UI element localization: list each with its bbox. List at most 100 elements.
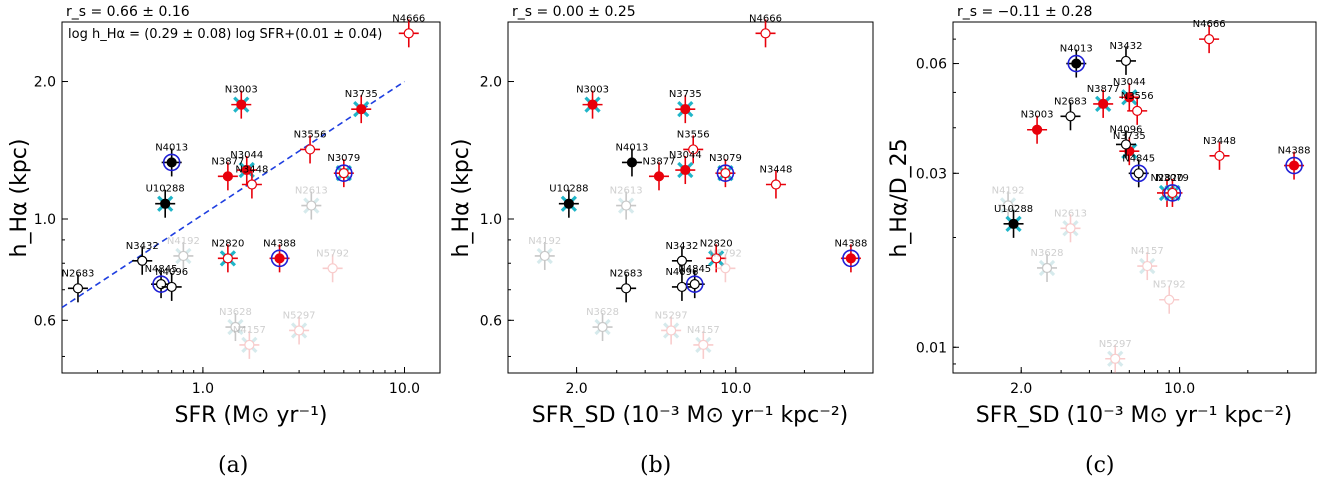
data-point-n2820: N2820 [700, 238, 733, 273]
data-point-n4192: N4192 [528, 236, 561, 270]
point-label: N4157 [233, 325, 266, 336]
point-label: N3079 [327, 153, 360, 164]
point-label: N4388 [834, 238, 867, 249]
data-point-n3003: N3003 [1021, 110, 1054, 144]
point-label: N4666 [1193, 19, 1226, 30]
y-tick-label: 0.03 [916, 166, 947, 182]
point-label: U10288 [994, 204, 1033, 215]
data-point-n2683: N2683 [61, 268, 94, 303]
point-label: N3448 [759, 164, 792, 175]
data-point-n4666: N4666 [1193, 19, 1226, 54]
point-label: U10288 [549, 184, 588, 195]
data-point-n3079: N3079 [1156, 173, 1189, 207]
point-label: N3044 [669, 150, 702, 161]
data-point-n4096: N4096 [665, 267, 698, 301]
point-label: N5297 [655, 310, 688, 321]
x-tick-label: 1.0 [192, 381, 214, 397]
point-label: N4192 [167, 236, 200, 247]
data-point-n5297: N5297 [283, 310, 316, 345]
x-tick-label: 10.0 [389, 381, 420, 397]
panel-a-stat: r_s = 0.66 ± 0.16 [66, 4, 190, 20]
point-label: N3448 [1203, 136, 1236, 147]
point-label: N2613 [1054, 208, 1087, 219]
point-label: N3735 [669, 89, 702, 100]
point-label: N4013 [155, 142, 188, 153]
point-label: N5297 [283, 310, 316, 321]
point-label: N4192 [992, 185, 1025, 196]
point-label: N3079 [1156, 173, 1189, 184]
point-label: N4845 [145, 264, 178, 275]
data-point-n4192: N4192 [992, 185, 1025, 220]
point-label: N3735 [345, 89, 378, 100]
panel-a-caption: (a) [218, 453, 248, 478]
panel-c: 2.0 10.0 0.01 0.03 0.06 N4666 N4013 N3432 N3877… [887, 4, 1317, 478]
data-point-n5792: N5792 [316, 248, 349, 283]
data-point-n4013: N4013 [1060, 44, 1093, 78]
point-label: N2820 [1151, 173, 1184, 184]
point-label: N3877 [1087, 84, 1120, 95]
point-label: N2683 [610, 268, 643, 279]
point-label: N3556 [677, 129, 710, 140]
data-point-n5792: N5792 [1153, 280, 1186, 314]
point-label: N4388 [1278, 146, 1311, 157]
data-point-n3735: N3735 [669, 89, 702, 124]
point-label: N4192 [528, 236, 561, 247]
panel-c-frame [952, 21, 1317, 374]
point-label: N2683 [61, 268, 94, 279]
point-label: N3044 [230, 150, 263, 161]
point-label: N5297 [1099, 339, 1132, 350]
point-label: N2820 [211, 238, 244, 249]
point-label: N3877 [643, 156, 676, 167]
point-label: N4096 [1110, 124, 1143, 135]
x-tick-label: 10.0 [720, 381, 751, 397]
data-point-n3432: N3432 [1110, 41, 1143, 75]
point-label: N3628 [219, 307, 252, 318]
point-label: U10288 [146, 184, 185, 195]
point-label: N3556 [294, 129, 327, 140]
data-point-u10288: U10288 [994, 204, 1033, 238]
point-label: N2683 [1054, 96, 1087, 107]
panel-b-y-label: h_Hα (kpc) [449, 139, 474, 258]
panel-b-frame [507, 21, 874, 374]
y-tick-label: 1.0 [34, 212, 56, 228]
point-label: N5792 [709, 248, 742, 259]
data-point-n2613: N2613 [295, 186, 328, 220]
data-point-n4096: N4096 [155, 267, 188, 301]
data-point-n2613: N2613 [610, 186, 643, 220]
data-point-n3432: N3432 [665, 241, 698, 275]
data-point-n3448: N3448 [759, 164, 792, 199]
panel-a-points: N4666 N3003 N3735 N3556 N4013 N3044 N3079 N3877… [61, 13, 425, 359]
data-point-n3877: N3877 [643, 156, 676, 191]
point-label: N4388 [263, 238, 296, 249]
data-point-n3556: N3556 [294, 129, 327, 164]
point-label: N3003 [225, 85, 258, 96]
point-label: N3432 [665, 241, 698, 252]
data-point-n4666: N4666 [392, 13, 425, 48]
point-label: N4013 [615, 142, 648, 153]
point-label: N4096 [155, 267, 188, 278]
point-label: N3877 [211, 156, 244, 167]
point-label: N3432 [126, 241, 159, 252]
point-label: N4013 [1060, 44, 1093, 55]
data-point-n5297: N5297 [655, 310, 688, 345]
data-point-n4096: N4096 [1110, 124, 1143, 159]
panel-b-caption: (b) [640, 453, 671, 478]
panel-c-x-label: SFR_SD (10⁻³ M⊙ yr⁻¹ kpc⁻²) [976, 403, 1293, 428]
data-point-n3448: N3448 [1203, 136, 1236, 170]
panel-b-ticks: 2.0 10.0 0.6 1.0 2.0 [480, 75, 846, 397]
point-label: N3003 [576, 85, 609, 96]
point-label: N3432 [1110, 41, 1143, 52]
panel-a-y-label: h_Hα (kpc) [7, 139, 32, 258]
point-label: N2613 [295, 186, 328, 197]
point-label: N4845 [678, 264, 711, 275]
panel-a-fit-layer [61, 80, 405, 309]
panel-c-ticks: 2.0 10.0 0.01 0.03 0.06 [916, 38, 1289, 397]
point-label: N3735 [1113, 131, 1146, 142]
data-point-n3079: N3079 [709, 153, 742, 188]
data-point-n2820: N2820 [211, 238, 244, 273]
data-point-n3877: N3877 [1087, 84, 1120, 118]
data-point-n3044: N3044 [1113, 77, 1146, 112]
panel-a-x-label: SFR (M⊙ yr⁻¹) [175, 403, 328, 428]
